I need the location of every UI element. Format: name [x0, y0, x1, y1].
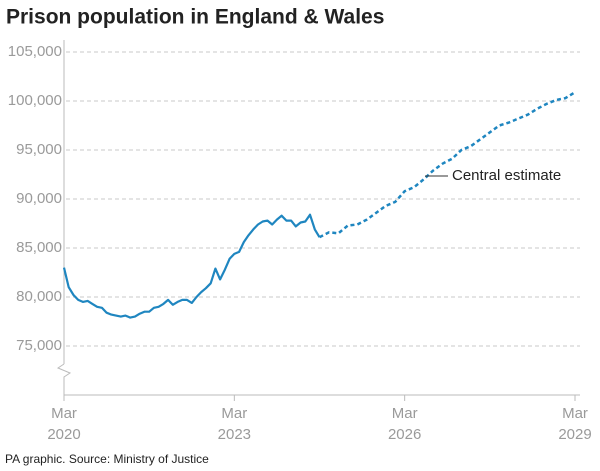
y-tick-label: 85,000 [16, 239, 62, 256]
annotation: Central estimate [452, 167, 561, 184]
chart-title: Prison population in England & Wales [6, 6, 384, 29]
projection-line [318, 91, 576, 239]
x-tick-label: 2026 [388, 426, 421, 443]
x-tick-label: Mar [221, 405, 247, 422]
y-tick-label: 105,000 [8, 43, 62, 60]
y-tick-label: 75,000 [16, 337, 62, 354]
x-tick-label: 2020 [47, 426, 80, 443]
axis-break [56, 363, 72, 395]
data-line [62, 213, 321, 319]
x-tick-label: 2023 [218, 426, 251, 443]
source-note: PA graphic. Source: Ministry of Justice [5, 452, 209, 466]
x-tick-label: 2029 [558, 426, 591, 443]
x-tick-label: Mar [51, 405, 77, 422]
y-tick-label: 95,000 [16, 141, 62, 158]
y-tick-label: 80,000 [16, 288, 62, 305]
y-tick-label: 90,000 [16, 190, 62, 207]
x-tick-label: Mar [392, 405, 418, 422]
y-tick-label: 100,000 [8, 92, 62, 109]
x-tick-label: Mar [562, 405, 588, 422]
